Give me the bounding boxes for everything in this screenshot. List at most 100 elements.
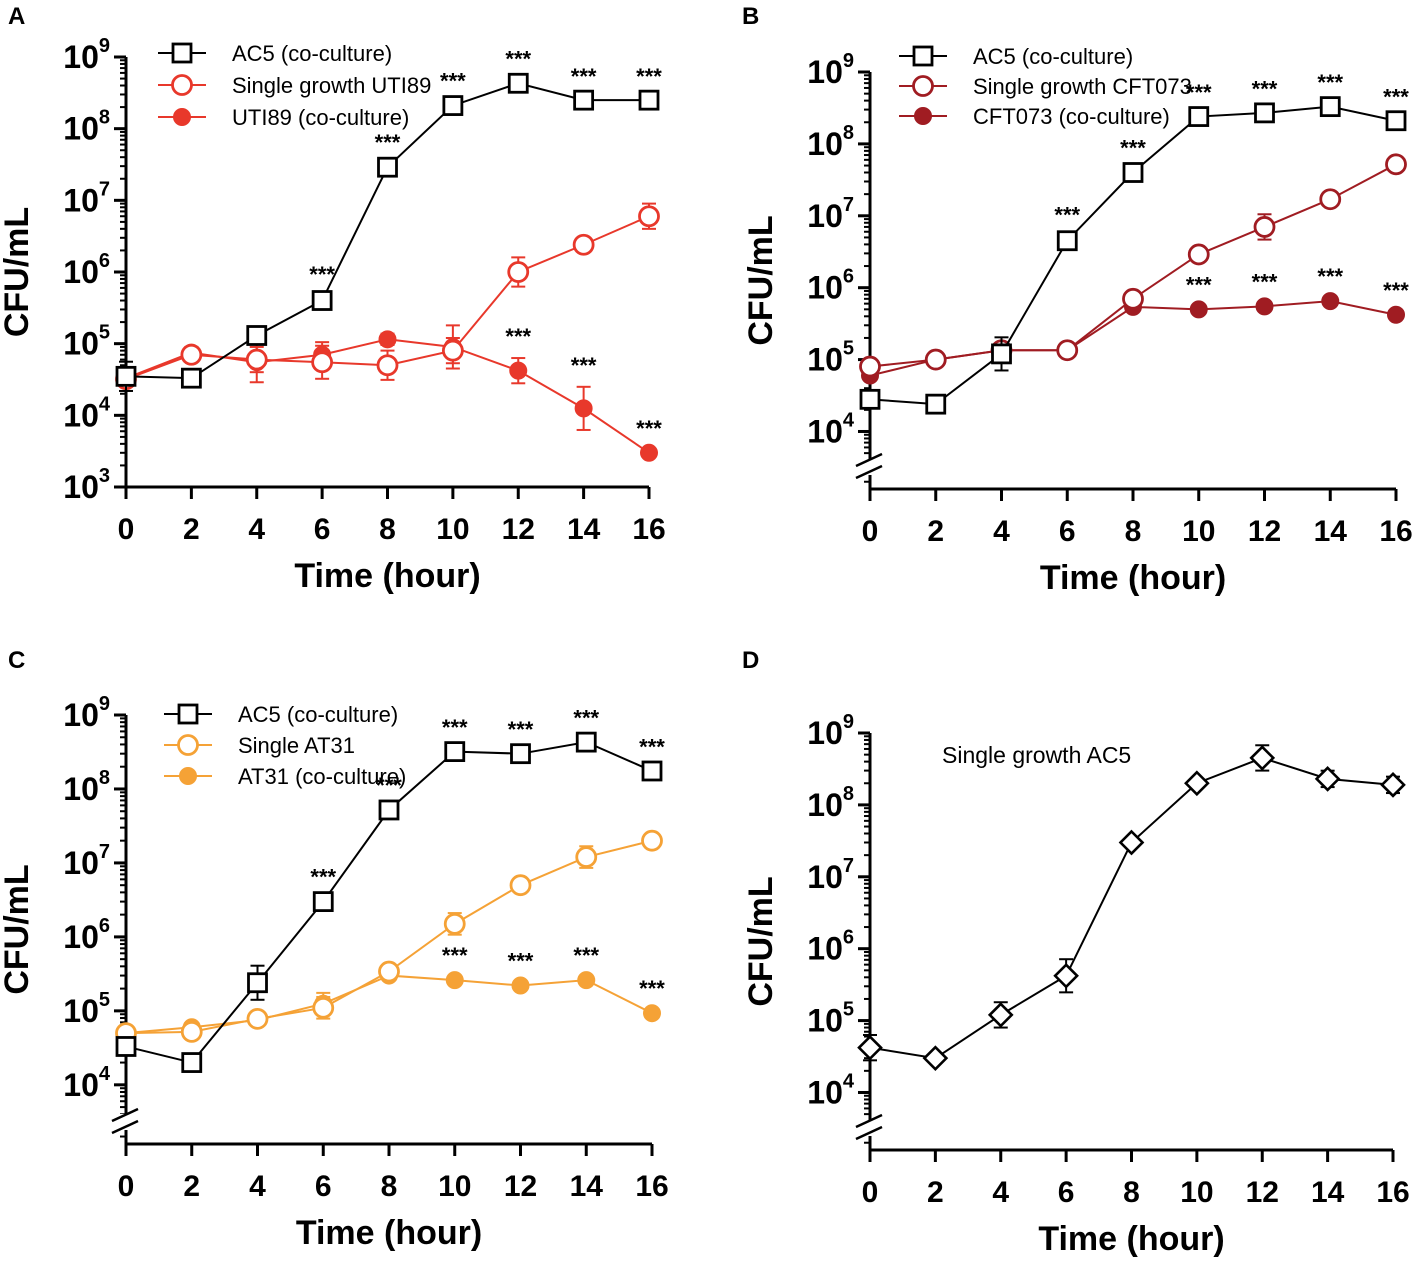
significance-label: *** — [440, 69, 466, 94]
significance-label: *** — [639, 735, 665, 760]
legend-marker — [173, 108, 191, 126]
y-tick-exponent: 8 — [99, 107, 110, 129]
data-point — [509, 361, 528, 380]
x-tick-label: 4 — [249, 1170, 266, 1203]
x-tick-label: 16 — [1379, 515, 1412, 548]
x-tick-label: 8 — [381, 1170, 398, 1203]
data-point — [991, 343, 1012, 365]
x-tick-label: 10 — [436, 513, 469, 546]
y-tick-label: 109 — [807, 50, 854, 90]
data-point — [1122, 162, 1144, 183]
x-axis-title: Time (hour) — [296, 1214, 482, 1252]
y-tick-label: 108 — [807, 783, 854, 823]
y-tick-exponent: 9 — [843, 711, 854, 733]
panel-letter: B — [742, 3, 759, 30]
data-point — [857, 1034, 883, 1061]
legend-label: AC5 (co-culture) — [238, 702, 398, 727]
data-point — [507, 72, 529, 94]
data-point — [377, 156, 398, 178]
y-tick-label: 108 — [63, 107, 110, 147]
x-tick-label: 14 — [1311, 1176, 1345, 1209]
data-point — [311, 351, 334, 374]
significance-label: *** — [508, 948, 534, 973]
data-point — [1189, 300, 1208, 319]
x-tick-label: 2 — [183, 513, 200, 546]
y-tick-exponent: 4 — [843, 1070, 855, 1092]
y-tick-label: 106 — [63, 915, 110, 955]
x-tick-label: 16 — [1376, 1176, 1409, 1209]
data-point — [1380, 772, 1406, 798]
data-point — [1254, 102, 1275, 124]
legend-marker — [914, 107, 932, 125]
data-point — [445, 971, 464, 990]
data-point — [115, 365, 137, 387]
significance-label: *** — [505, 324, 531, 349]
y-tick-exponent: 6 — [843, 927, 854, 949]
y-axis-title: CFU/mL — [742, 215, 780, 345]
data-point — [1255, 297, 1274, 316]
significance-label: *** — [636, 64, 662, 89]
y-tick-exponent: 6 — [99, 915, 110, 937]
legend: AC5 (co-culture) Single growth UTI89 UTI89… — [158, 41, 431, 130]
data-point — [247, 972, 268, 994]
x-tick-label: 6 — [314, 513, 331, 546]
data-point — [1184, 770, 1210, 797]
y-axis-title: CFU/mL — [742, 876, 780, 1006]
y-tick-label: 107 — [807, 194, 854, 234]
significance-label: *** — [1120, 136, 1146, 161]
y-tick-label: 108 — [63, 767, 110, 807]
y-tick-exponent: 4 — [843, 409, 855, 431]
data-point — [1253, 216, 1276, 238]
axes: 104 105 106 107 108 109 0 2 4 6 8 10 12 14 16 Time (hou… — [742, 711, 1410, 1258]
legend-marker — [171, 74, 193, 96]
y-tick-label: 104 — [63, 1063, 111, 1103]
data-point — [509, 874, 532, 897]
axis-break-mark — [111, 1107, 139, 1123]
x-tick-label: 8 — [379, 513, 396, 546]
significance-label: *** — [309, 262, 335, 287]
y-tick-label: 105 — [63, 989, 110, 1029]
y-tick-exponent: 6 — [99, 250, 110, 272]
data-point — [1053, 962, 1079, 989]
legend-label: AC5 (co-culture) — [232, 41, 392, 66]
data-point — [442, 95, 464, 116]
significance-label: *** — [1317, 264, 1343, 289]
data-point — [511, 976, 530, 995]
data-point — [1188, 106, 1210, 127]
y-tick-label: 109 — [63, 35, 110, 75]
data-point — [376, 354, 399, 377]
panel-B: B 104 105 106 107 108 109 0 2 4 6 8 10 12 14 16 Time (ho… — [742, 3, 1413, 597]
significance-label: *** — [571, 64, 597, 89]
x-tick-label: 0 — [118, 513, 135, 546]
x-tick-label: 4 — [993, 515, 1010, 548]
data-point — [378, 330, 397, 349]
axis-break-mark — [855, 1113, 883, 1129]
data-point — [441, 339, 464, 362]
data-point — [1319, 188, 1342, 211]
y-tick-exponent: 8 — [99, 767, 110, 789]
y-tick-exponent: 5 — [99, 322, 110, 344]
data-point — [922, 1045, 949, 1072]
legend: AC5 (co-culture) Single AT31 AT31 (co-cult… — [164, 702, 406, 789]
y-tick-exponent: 9 — [99, 35, 110, 57]
data-point — [575, 846, 598, 868]
x-tick-label: 16 — [632, 513, 665, 546]
x-tick-label: 2 — [927, 515, 944, 548]
significance-label: *** — [1383, 84, 1409, 109]
series-0 — [857, 744, 1406, 1072]
data-point — [246, 1007, 269, 1030]
significance-label: *** — [571, 353, 597, 378]
data-point — [573, 89, 595, 111]
panel-letter: D — [742, 647, 759, 674]
y-tick-label: 105 — [807, 338, 854, 378]
legend-marker — [912, 75, 934, 97]
significance-label: *** — [1252, 269, 1278, 294]
data-point — [638, 89, 660, 111]
series-0 — [115, 731, 663, 1073]
x-tick-label: 4 — [992, 1176, 1009, 1209]
x-tick-label: 6 — [1058, 1176, 1075, 1209]
x-tick-label: 4 — [248, 513, 265, 546]
significance-label: *** — [310, 865, 336, 890]
x-tick-label: 14 — [1314, 515, 1348, 548]
significance-label: *** — [639, 976, 665, 1001]
